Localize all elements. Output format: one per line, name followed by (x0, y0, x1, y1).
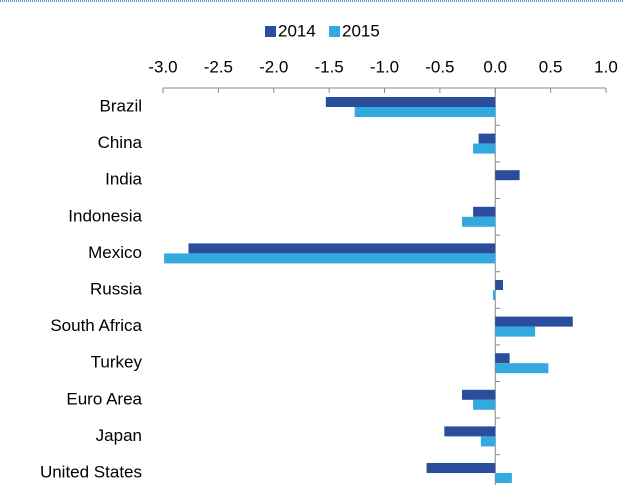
bar (478, 133, 496, 144)
bar (426, 463, 496, 473)
x-tick-label: -1.0 (370, 57, 399, 76)
y-tick-label: Turkey (91, 353, 143, 372)
bar (495, 353, 510, 364)
bar (444, 426, 496, 437)
y-tick-label: South Africa (50, 316, 142, 335)
bar (473, 143, 496, 154)
x-tick-label: -1.5 (314, 57, 343, 76)
bar (495, 170, 520, 181)
bar (495, 363, 549, 374)
bar (164, 253, 496, 264)
bar (325, 97, 496, 107)
legend-label: 2015 (342, 21, 380, 40)
y-tick-label: Indonesia (68, 206, 142, 225)
legend-swatch (329, 26, 340, 37)
y-tick-label: Japan (96, 426, 142, 445)
y-tick-label: United States (40, 462, 142, 481)
bar (480, 436, 496, 447)
y-tick-label: Mexico (88, 243, 142, 262)
bar (354, 107, 496, 117)
y-tick-label: China (98, 133, 143, 152)
x-tick-label: -2.5 (204, 57, 233, 76)
legend-label: 2014 (278, 21, 316, 40)
y-tick-label: Brazil (99, 96, 142, 115)
legend-swatch (265, 26, 276, 37)
x-tick-label: 0.5 (539, 57, 563, 76)
bar (495, 316, 573, 327)
y-tick-label: Russia (90, 279, 143, 298)
x-tick-label: 0.0 (483, 57, 507, 76)
bar (473, 399, 496, 410)
bar (462, 389, 496, 400)
bar (473, 206, 496, 217)
bar (495, 473, 512, 483)
x-tick-label: -0.5 (425, 57, 454, 76)
bar (495, 280, 504, 290)
y-tick-label: Euro Area (66, 389, 142, 408)
bar (493, 290, 496, 300)
bar (188, 243, 496, 254)
y-tick-label: India (105, 170, 142, 189)
bar (462, 216, 496, 227)
x-tick-label: 1.0 (594, 57, 618, 76)
x-tick-label: -2.0 (259, 57, 288, 76)
x-tick-label: -3.0 (148, 57, 177, 76)
bar (495, 326, 536, 337)
